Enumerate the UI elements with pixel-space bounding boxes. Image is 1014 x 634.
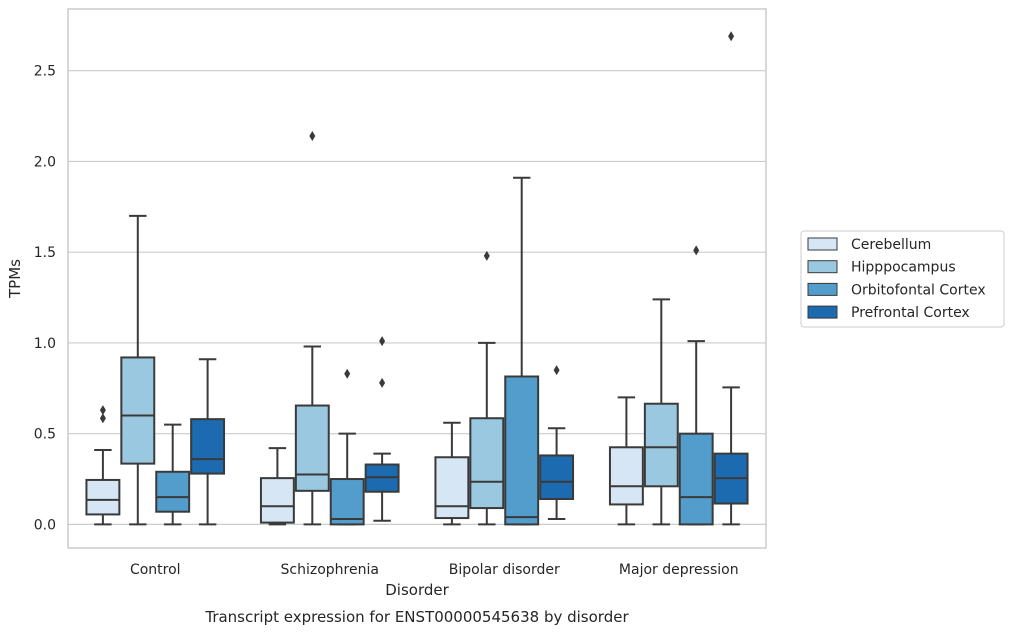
box-0-2 — [434, 421, 470, 526]
box-iqr — [329, 478, 365, 526]
box-1-0 — [120, 214, 156, 526]
gridlines — [68, 70, 766, 526]
legend-label: Orbitofontal Cortex — [851, 282, 986, 298]
legend-label: Cerebellum — [851, 237, 931, 253]
box-3-3 — [713, 31, 749, 526]
box-iqr — [608, 446, 644, 506]
legend-label: Hipppocampus — [851, 260, 956, 276]
box-0-0 — [85, 405, 121, 526]
box-3-2 — [539, 365, 575, 520]
y-tick-label: 2.0 — [34, 154, 56, 170]
x-axis-ticks: Control Schizophrenia Bipolar disorder Majo… — [130, 562, 739, 578]
box-iqr — [434, 456, 470, 520]
box-0-1 — [259, 447, 295, 526]
outlier-point — [309, 131, 316, 142]
box-iqr — [190, 418, 226, 475]
box-0-3 — [608, 396, 644, 526]
box-iqr — [85, 478, 121, 516]
x-tick-label: Bipolar disorder — [449, 562, 560, 578]
box-2-1 — [329, 368, 365, 526]
box-1-2 — [469, 250, 505, 526]
x-tick-label: Schizophrenia — [281, 562, 379, 578]
y-tick-label: 0.0 — [34, 517, 56, 533]
box-iqr — [678, 432, 714, 526]
box-iqr — [120, 356, 156, 465]
box-iqr — [504, 375, 540, 526]
legend: Cerebellum Hipppocampus Orbitofontal Corte… — [800, 230, 1005, 328]
box-iqr — [294, 404, 330, 492]
box-iqr — [469, 417, 505, 510]
legend-swatch — [807, 237, 838, 251]
box-iqr — [259, 477, 295, 524]
y-tick-label: 1.5 — [34, 245, 56, 261]
box-2-2 — [504, 176, 540, 526]
outlier-point — [99, 405, 106, 416]
legend-box — [800, 230, 1005, 328]
outlier-point — [693, 245, 700, 256]
outlier-point — [728, 31, 735, 42]
box-1-1 — [294, 131, 330, 526]
box-2-0 — [155, 423, 191, 526]
y-tick-label: 1.0 — [34, 336, 56, 352]
box-3-1 — [364, 336, 400, 522]
x-tick-label: Major depression — [619, 562, 739, 578]
outlier-point — [483, 250, 490, 261]
legend-swatch — [807, 282, 838, 296]
legend-swatch — [807, 260, 838, 274]
y-tick-label: 0.5 — [34, 427, 56, 443]
outlier-point — [344, 368, 351, 379]
y-axis-ticks: 0.0 0.5 1.0 1.5 2.0 2.5 — [34, 64, 56, 534]
outlier-point — [553, 365, 560, 376]
box-plot-series — [85, 31, 749, 526]
y-tick-label: 2.5 — [34, 64, 56, 80]
box-2-3 — [678, 245, 714, 526]
chart-caption: Transcript expression for ENST0000054563… — [204, 608, 629, 626]
box-3-0 — [190, 358, 226, 526]
legend-label: Prefrontal Cortex — [851, 305, 970, 321]
box-iqr — [155, 470, 191, 513]
box-1-3 — [643, 298, 679, 526]
box-iqr — [539, 454, 575, 501]
outlier-point — [379, 336, 386, 347]
outlier-point — [99, 413, 106, 424]
x-axis-label: Disorder — [385, 581, 449, 599]
y-axis-label: TPMs — [6, 259, 24, 299]
plot-frame — [67, 8, 767, 549]
x-tick-label: Control — [130, 562, 181, 578]
box-iqr — [643, 402, 679, 488]
outlier-point — [379, 377, 386, 388]
legend-swatch — [807, 305, 838, 319]
